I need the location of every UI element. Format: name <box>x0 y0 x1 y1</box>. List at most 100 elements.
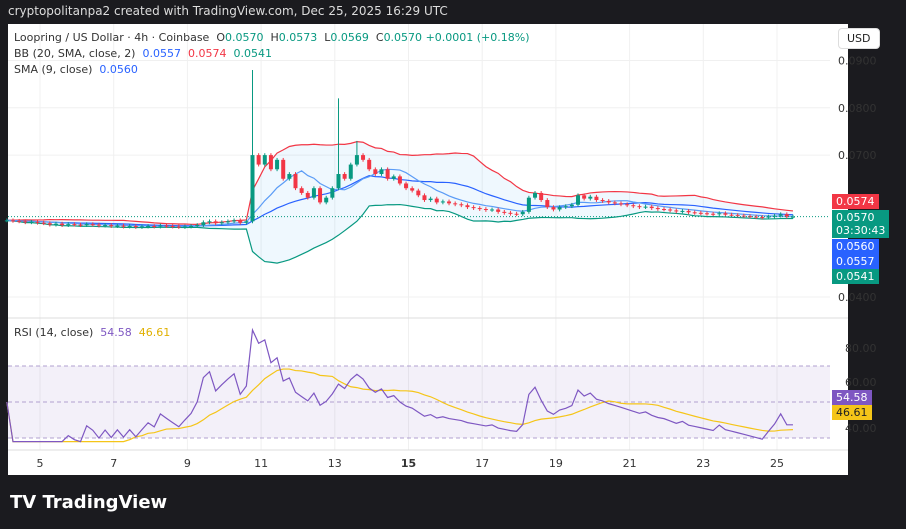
candle-body <box>410 188 415 191</box>
candle-body <box>551 207 556 210</box>
candle-body <box>139 226 144 228</box>
basis-price-label: 0.0557 <box>832 254 879 269</box>
x-tick-label: 9 <box>184 457 191 470</box>
candle-body <box>146 226 151 228</box>
candle-body <box>268 155 273 170</box>
candle-body <box>520 211 525 215</box>
bb-upper: 0.0574 <box>187 47 227 60</box>
candle-body <box>717 213 722 215</box>
candle-body <box>539 192 544 201</box>
candle-body <box>84 224 89 226</box>
rsi-ma-value: 46.61 <box>138 326 171 339</box>
candle-body <box>606 200 611 203</box>
candle-body <box>508 212 513 214</box>
candle-body <box>318 188 323 203</box>
candle-body <box>502 211 507 213</box>
bb-fill <box>6 141 793 264</box>
x-tick-label: 19 <box>549 457 563 470</box>
candle-body <box>336 174 341 189</box>
y-tick-label: 0.0800 <box>838 102 877 115</box>
candle-body <box>790 216 795 218</box>
y-tick-label: 0.0900 <box>838 55 877 68</box>
candle-body <box>569 204 574 207</box>
rsi-ma-price-label: 46.61 <box>832 405 872 420</box>
candle-body <box>612 202 617 204</box>
candle-body <box>109 225 114 227</box>
bb-basis: 0.0557 <box>142 47 181 60</box>
candle-body <box>391 176 396 179</box>
candle-body <box>121 225 126 227</box>
brand-name: TradingView <box>42 492 168 513</box>
candle-body <box>158 225 163 227</box>
candle-body <box>563 206 568 208</box>
candle-body <box>232 220 237 222</box>
sma-label: SMA (9, close) <box>14 63 93 76</box>
candle-body <box>305 192 310 198</box>
candle-body <box>704 213 709 215</box>
candle-body <box>244 221 249 223</box>
candle-body <box>176 226 181 228</box>
sma-value: 0.0560 <box>99 63 138 76</box>
candle-body <box>594 196 599 201</box>
candle-body <box>170 226 175 228</box>
rsi-label: RSI (14, close) <box>14 326 94 339</box>
legend: Loopring / US Dollar · 4h · Coinbase O0.… <box>14 31 530 76</box>
bb-lower-line <box>6 203 793 264</box>
candle-body <box>72 224 77 226</box>
candle-body <box>133 226 138 228</box>
candle-body <box>588 196 593 199</box>
candle-body <box>447 201 452 204</box>
last-price-label: 0.0570 03:30:43 <box>832 210 890 238</box>
candle-body <box>698 212 703 214</box>
candle-body <box>219 222 224 224</box>
candle-body <box>686 210 691 213</box>
currency-button[interactable]: USD <box>838 28 880 49</box>
candle-body <box>680 210 685 212</box>
candle-body <box>766 216 771 218</box>
candle-body <box>557 207 562 210</box>
logo-icon: 𝗧𝗩 <box>10 492 43 513</box>
candle-body <box>35 221 40 223</box>
candle-body <box>668 209 673 211</box>
candle-body <box>213 221 218 224</box>
candle-body <box>385 169 390 179</box>
candle-body <box>723 213 728 215</box>
candle-body <box>250 155 255 222</box>
attribution: cryptopolitanpa2 created with TradingVie… <box>8 4 448 18</box>
candle-body <box>655 208 660 210</box>
chart-frame <box>8 24 848 475</box>
candle-body <box>631 205 636 207</box>
lower-price-label: 0.0541 <box>832 269 879 284</box>
countdown: 03:30:43 <box>836 224 886 237</box>
rsi-legend: RSI (14, close) 54.58 46.61 <box>14 326 170 339</box>
candle-body <box>41 222 46 224</box>
tradingview-logo: 𝗧𝗩 TradingView <box>10 492 167 513</box>
rsi-line <box>6 327 793 443</box>
candle-body <box>182 226 187 228</box>
candle-body <box>373 169 378 175</box>
symbol-title: Loopring / US Dollar · 4h · Coinbase <box>14 31 210 44</box>
candle-body <box>47 223 52 225</box>
y-tick-label: 0.0700 <box>838 149 877 162</box>
candle-body <box>4 220 9 222</box>
candle-body <box>127 226 132 228</box>
candle-body <box>465 205 470 208</box>
candle-body <box>53 223 58 225</box>
candle-body <box>96 224 101 226</box>
candle-body <box>754 216 759 218</box>
candle-body <box>545 200 550 208</box>
x-tick-label: 13 <box>328 457 342 470</box>
candle-body <box>29 221 34 223</box>
candle-body <box>397 176 402 184</box>
candle-body <box>379 169 384 175</box>
low-value: 0.0569 <box>330 31 369 44</box>
candle-body <box>514 213 519 215</box>
candle-body <box>600 200 605 202</box>
candle-body <box>760 217 765 219</box>
candle-body <box>66 224 71 226</box>
candle-body <box>90 224 95 226</box>
candle-body <box>649 206 654 209</box>
candle-body <box>428 198 433 201</box>
rsi-price-label: 54.58 <box>832 390 872 405</box>
